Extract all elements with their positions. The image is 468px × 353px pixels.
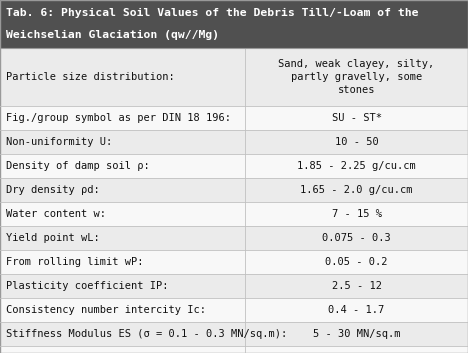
Text: Yield point wL:: Yield point wL: <box>6 233 100 243</box>
Text: Stiffness Modulus ES (σ = 0.1 - 0.3 MN/sq.m):: Stiffness Modulus ES (σ = 0.1 - 0.3 MN/s… <box>6 329 287 339</box>
Bar <box>0 178 468 202</box>
Text: 2.5 - 12: 2.5 - 12 <box>331 281 381 291</box>
Text: 0.4 - 1.7: 0.4 - 1.7 <box>329 305 385 315</box>
Text: From rolling limit wP:: From rolling limit wP: <box>6 257 144 267</box>
Bar <box>0 48 468 106</box>
Bar <box>0 298 468 322</box>
Text: Tab. 6: Physical Soil Values of the Debris Till/-Loam of the: Tab. 6: Physical Soil Values of the Debr… <box>6 8 418 18</box>
Text: Sand, weak clayey, silty,
partly gravelly, some
stones: Sand, weak clayey, silty, partly gravell… <box>278 59 435 95</box>
Text: Plasticity coefficient IP:: Plasticity coefficient IP: <box>6 281 168 291</box>
Text: Dry density ρd:: Dry density ρd: <box>6 185 100 195</box>
Bar <box>0 322 468 346</box>
Text: Particle size distribution:: Particle size distribution: <box>6 72 175 82</box>
Text: Fig./group symbol as per DIN 18 196:: Fig./group symbol as per DIN 18 196: <box>6 113 231 123</box>
Text: 10 - 50: 10 - 50 <box>335 137 378 147</box>
Text: Non-uniformity U:: Non-uniformity U: <box>6 137 112 147</box>
Text: 0.05 - 0.2: 0.05 - 0.2 <box>325 257 388 267</box>
Bar <box>0 250 468 274</box>
Bar <box>0 154 468 178</box>
Text: Consistency number intercity Ic:: Consistency number intercity Ic: <box>6 305 206 315</box>
Text: 1.65 - 2.0 g/cu.cm: 1.65 - 2.0 g/cu.cm <box>300 185 413 195</box>
Text: 0.075 - 0.3: 0.075 - 0.3 <box>322 233 391 243</box>
Text: Density of damp soil ρ:: Density of damp soil ρ: <box>6 161 150 171</box>
Text: 5 - 30 MN/sq.m: 5 - 30 MN/sq.m <box>313 329 400 339</box>
Bar <box>0 346 468 353</box>
Text: SU - ST*: SU - ST* <box>331 113 381 123</box>
Bar <box>0 274 468 298</box>
Text: Water content w:: Water content w: <box>6 209 106 219</box>
Bar <box>0 0 468 48</box>
Text: Weichselian Glaciation (qw//Mg): Weichselian Glaciation (qw//Mg) <box>6 30 219 40</box>
Text: 1.85 - 2.25 g/cu.cm: 1.85 - 2.25 g/cu.cm <box>297 161 416 171</box>
Text: 7 - 15 %: 7 - 15 % <box>331 209 381 219</box>
Bar <box>0 226 468 250</box>
Bar <box>0 130 468 154</box>
Bar <box>0 106 468 130</box>
Bar <box>0 202 468 226</box>
